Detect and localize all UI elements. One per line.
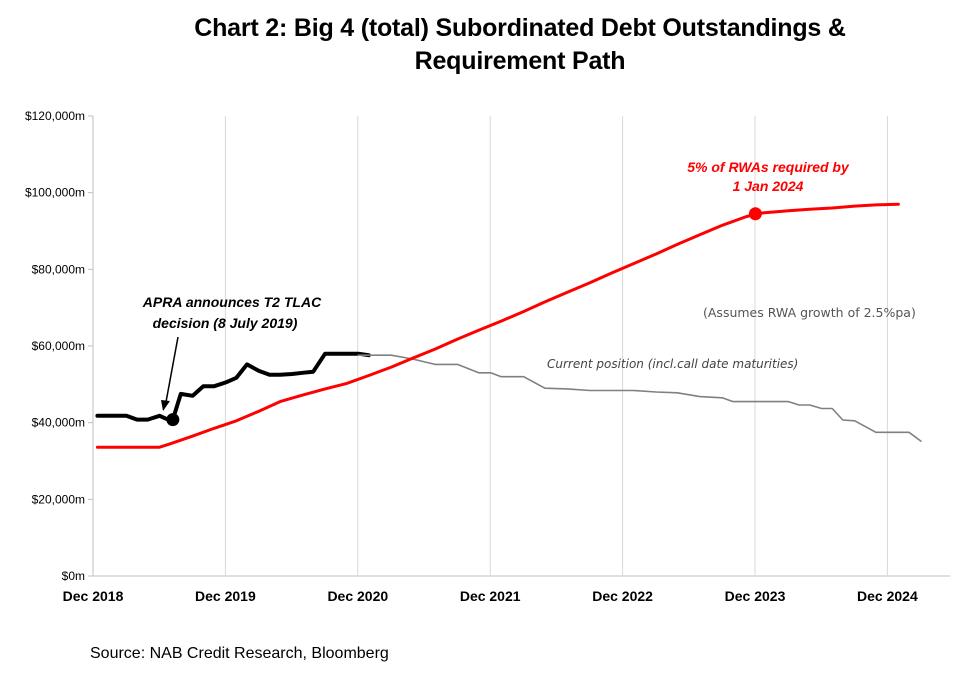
annotation-arrow-head — [161, 400, 170, 411]
x-tick-label: Dec 2022 — [592, 588, 653, 604]
marker-requirement — [748, 207, 762, 221]
chart-title-line-1: Chart 2: Big 4 (total) Subordinated Debt… — [194, 14, 846, 42]
y-tick-label: $100,000m — [25, 186, 85, 200]
y-tick-label: $0m — [62, 569, 85, 583]
x-tick-label: Dec 2021 — [460, 588, 521, 604]
series-line-requirement — [95, 202, 900, 449]
annotation-current-position: Current position (incl.call date maturit… — [547, 357, 798, 371]
x-tick-label: Dec 2018 — [63, 588, 124, 604]
y-tick-label: $120,000m — [25, 109, 85, 123]
annotation-rwa-growth: (Assumes RWA growth of 2.5%pa) — [703, 305, 916, 320]
annotation-arrow-shaft — [165, 336, 179, 403]
x-tick-label: Dec 2020 — [327, 588, 388, 604]
annotation-red-line-2: 1 Jan 2024 — [733, 178, 804, 194]
x-tick-label: Dec 2023 — [725, 588, 786, 604]
chart-title: Chart 2: Big 4 (total) Subordinated Debt… — [80, 12, 960, 78]
series-line-outstanding — [95, 351, 371, 422]
chart-title-line-2: Requirement Path — [414, 47, 626, 75]
annotation-apra-line-1: APRA announces T2 TLAC — [142, 294, 322, 310]
y-tick-label: $60,000m — [32, 339, 85, 353]
source-note: Source: NAB Credit Research, Bloomberg — [90, 645, 389, 662]
x-tick-label: Dec 2024 — [857, 588, 918, 604]
annotation-apra-line-2: decision (8 July 2019) — [153, 315, 298, 331]
series-line-current — [357, 354, 922, 442]
y-tick-label: $80,000m — [32, 262, 85, 276]
y-tick-label: $40,000m — [32, 416, 85, 430]
x-tick-label: Dec 2019 — [195, 588, 256, 604]
marker-outstanding — [166, 413, 180, 427]
annotation-red-line-1: 5% of RWAs required by — [687, 159, 850, 175]
y-tick-label: $20,000m — [32, 492, 85, 506]
